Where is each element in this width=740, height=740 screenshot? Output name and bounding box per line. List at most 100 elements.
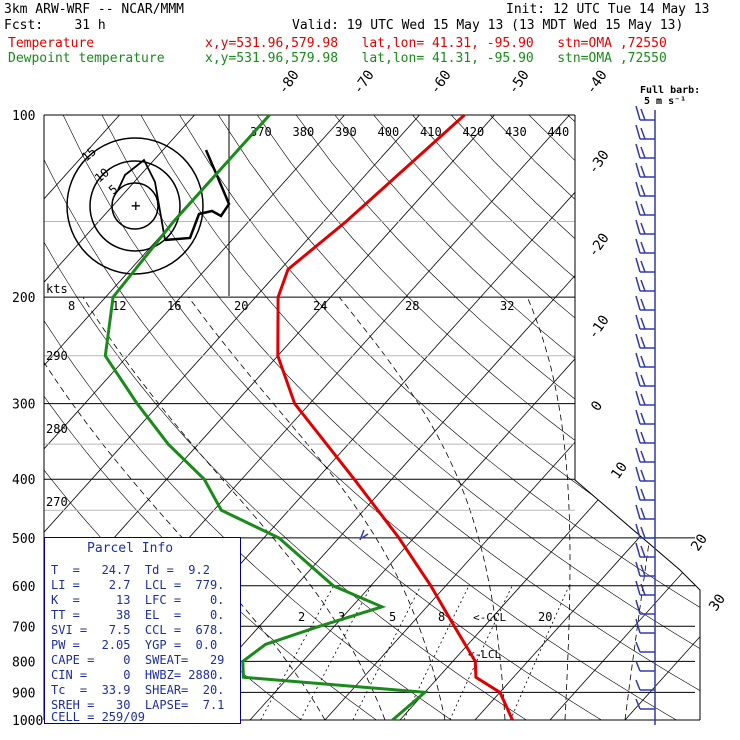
wind-barb-feather bbox=[635, 276, 641, 292]
mixing-ratio-label: 8 bbox=[438, 610, 445, 624]
isotherm-line bbox=[44, 115, 195, 720]
theta-label: 380 bbox=[293, 125, 315, 139]
wind-barb-feather bbox=[640, 241, 646, 254]
wind-barb-marker bbox=[359, 529, 369, 541]
theta-label: 430 bbox=[505, 125, 527, 139]
barb-legend-line2: 5 m s⁻¹ bbox=[644, 96, 686, 107]
temperature-legend-info: x,y=531.96,579.98 lat,lon= 41.31, -95.90… bbox=[205, 36, 667, 51]
wind-barb-feather bbox=[640, 374, 646, 387]
dry-adiabat-line bbox=[334, 115, 700, 720]
isotherm-label: 0 bbox=[588, 398, 606, 414]
isotherm-label: -10 bbox=[585, 312, 613, 342]
wind-barb-feather bbox=[635, 641, 641, 653]
theta-label-left: 270 bbox=[46, 495, 68, 509]
wind-barb-feather bbox=[635, 523, 641, 539]
dry-adiabat-line bbox=[684, 115, 700, 720]
hodograph-axis-label: 20 bbox=[234, 299, 248, 313]
theta-label: 390 bbox=[335, 125, 357, 139]
wind-barb-feather bbox=[635, 124, 641, 140]
wind-barb-feather bbox=[635, 181, 641, 197]
dry-adiabat-line bbox=[218, 115, 700, 720]
isotherm-line bbox=[549, 115, 700, 720]
hodograph-axis-label: 24 bbox=[313, 299, 327, 313]
wind-barb-feather bbox=[640, 545, 646, 558]
wind-barb-feather bbox=[640, 279, 646, 292]
wind-barb-feather bbox=[635, 447, 641, 463]
mixing-ratio-line bbox=[403, 585, 470, 720]
dry-adiabat-line bbox=[179, 115, 700, 720]
parcel-row: CIN = 0 HWBZ= 2880. bbox=[51, 668, 225, 682]
mixing-ratio-line bbox=[510, 585, 570, 720]
wind-barb-feather bbox=[640, 526, 646, 539]
isotherm-label: -60 bbox=[427, 67, 455, 97]
valid-time: Valid: 19 UTC Wed 15 May 13 (13 MDT Wed … bbox=[292, 18, 684, 33]
wind-barb-feather bbox=[635, 219, 641, 235]
wind-barb-feather bbox=[635, 352, 641, 368]
dry-adiabat-line bbox=[451, 115, 700, 720]
parcel-info-panel: Parcel Info T = 24.7 Td = 9.2 LI = 2.7 L… bbox=[44, 537, 241, 724]
isobar-label: 100 bbox=[12, 109, 35, 124]
wind-barb-feather bbox=[640, 317, 646, 330]
mixing-ratio-line bbox=[352, 585, 422, 720]
wind-barb-feather bbox=[635, 504, 641, 520]
hodograph-axis-label: kts bbox=[46, 282, 68, 296]
hodograph-ring bbox=[111, 182, 159, 230]
wind-barb-feather bbox=[635, 599, 641, 615]
isobar-label: 500 bbox=[12, 532, 35, 547]
parcel-row: PW = 2.05 YGP = 0.0 bbox=[51, 638, 218, 652]
hodograph-ring bbox=[66, 137, 204, 275]
parcel-info-title: Parcel Info bbox=[87, 541, 174, 556]
dewpoint-profile-line bbox=[103, 113, 429, 722]
parcel-row: T = 24.7 Td = 9.2 bbox=[51, 563, 210, 577]
isobar-label: 1000 bbox=[12, 714, 43, 729]
parcel-row: LI = 2.7 LCL = 779. bbox=[51, 578, 225, 592]
dry-adiabat-line bbox=[489, 115, 700, 720]
mixing-ratio-line bbox=[300, 585, 372, 720]
dewpoint-legend-info: x,y=531.96,579.98 lat,lon= 41.31, -95.90… bbox=[205, 51, 667, 66]
wind-barb-feather bbox=[640, 469, 646, 482]
isotherm-line bbox=[44, 115, 495, 720]
hodograph-axis-label: 28 bbox=[405, 299, 419, 313]
wind-barb-feather bbox=[635, 428, 641, 444]
isotherm-line bbox=[399, 115, 700, 720]
theta-label: 440 bbox=[548, 125, 570, 139]
hodograph-axis-label: 16 bbox=[167, 299, 181, 313]
wind-barb-feather bbox=[640, 203, 646, 216]
init-time: Init: 12 UTC Tue 14 May 13 bbox=[506, 2, 710, 17]
theta-label-left: 280 bbox=[46, 422, 68, 436]
hodograph-axis-label: 12 bbox=[112, 299, 126, 313]
wind-barb-feather bbox=[640, 108, 646, 121]
isotherm-line bbox=[474, 115, 700, 720]
wind-barb-feather bbox=[640, 488, 646, 501]
dry-adiabat-line bbox=[606, 115, 700, 720]
wind-barb-feather bbox=[635, 200, 641, 216]
hodograph-ring-label: 15 bbox=[79, 144, 99, 164]
isobar-label: 700 bbox=[12, 620, 35, 635]
wind-barb-feather bbox=[635, 162, 641, 178]
isotherm-label: -40 bbox=[583, 67, 611, 97]
wind-barb-feather bbox=[640, 127, 646, 140]
mixing-ratio-line bbox=[260, 585, 334, 720]
lcl-annotation: <-LCL bbox=[468, 648, 501, 661]
frame-right bbox=[574, 115, 701, 720]
hodograph-trace-lower bbox=[117, 158, 166, 241]
wind-barb-feather bbox=[635, 485, 641, 501]
isobar-label: 900 bbox=[12, 686, 35, 701]
isobar-label: 200 bbox=[12, 291, 35, 306]
wind-barb-feather bbox=[635, 561, 641, 577]
wind-barb-feather bbox=[640, 583, 646, 596]
wind-barb-feather bbox=[635, 580, 641, 596]
theta-label: 410 bbox=[420, 125, 442, 139]
parcel-row: SREH = 30 LAPSE= 7.1 bbox=[51, 698, 225, 712]
mixing-ratio-label: 3 bbox=[338, 610, 345, 624]
dewpoint-legend-label: Dewpoint temperature bbox=[8, 51, 165, 66]
temperature-profile-line bbox=[276, 113, 514, 721]
wind-barb-feather bbox=[635, 618, 641, 634]
wind-barb-feather bbox=[635, 409, 641, 425]
hodograph-axis-label: 32 bbox=[500, 299, 514, 313]
wind-barb-feather bbox=[635, 143, 641, 159]
wind-barb-feather bbox=[635, 238, 641, 254]
mixing-ratio-label: 5 bbox=[389, 610, 396, 624]
hodograph-axis-label: 8 bbox=[68, 299, 75, 313]
dry-adiabat-line bbox=[412, 115, 700, 720]
